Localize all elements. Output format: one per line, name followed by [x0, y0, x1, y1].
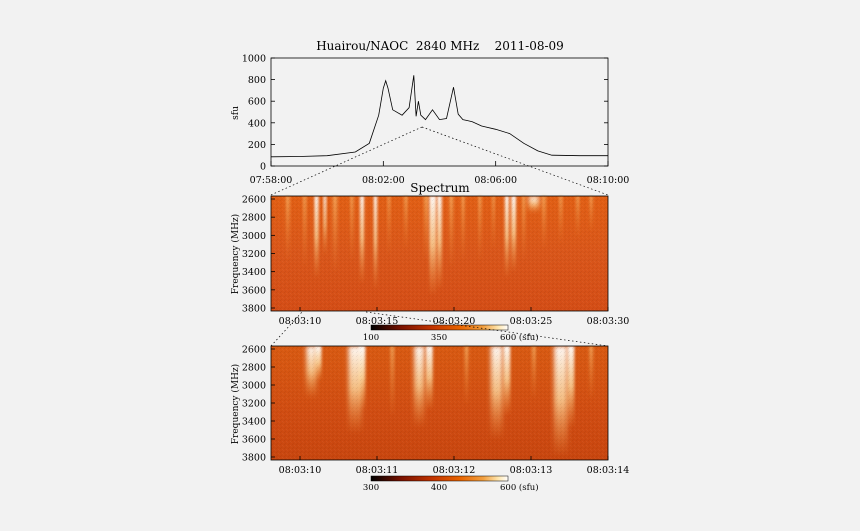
colorbar-1-label-min: 100 [363, 333, 379, 343]
panel2-y-tick-label: 3200 [242, 249, 266, 260]
panel3-y-tick-label: 3800 [242, 453, 266, 464]
panel1-y-tick-label: 1000 [242, 54, 266, 65]
colorbar-1: 100 350 600 (sfu) [363, 324, 539, 343]
panel3-y-tick-label: 3400 [242, 417, 266, 428]
colorbar-2-label-mid: 400 [431, 483, 447, 493]
panel2-x-tick-label: 08:03:15 [356, 316, 399, 327]
panel1-x-tick-label: 07:58:00 [250, 175, 293, 186]
spectrum-2-image [271, 346, 608, 460]
panel3-x-tick-label: 08:03:13 [510, 465, 553, 476]
colorbar-2-gradient [370, 475, 509, 482]
panel2-frame [270, 195, 609, 312]
panel3-y-tick-label: 3600 [242, 435, 266, 446]
colorbar-1-label-max: 600 (sfu) [500, 332, 539, 343]
colorbar-1-gradient [370, 324, 509, 331]
panel3-y-tick-label: 2800 [242, 363, 266, 374]
panel2-ylabel: Frequency (MHz) [230, 214, 241, 294]
panel1-y-tick-label: 600 [248, 97, 266, 108]
colorbar-2-label-min: 300 [363, 483, 379, 493]
spectrum-1-image [271, 196, 608, 311]
panel1-y-tick-label: 800 [248, 75, 266, 86]
panel-time-profile: Huairou/NAOC 2840 MHz 2011-08-09 sfu 0 20… [231, 39, 629, 186]
zoom-lines-1 [270, 126, 609, 196]
panel3-ylabel: Frequency (MHz) [230, 364, 241, 444]
panel2-y-tick-label: 3000 [242, 231, 266, 242]
panel1-y-ticks: 0 200 400 600 800 1000 [242, 54, 608, 173]
panel3-x-tick-label: 08:03:11 [356, 465, 399, 476]
panel-spectrum-zoom: Frequency (MHz) 2600 2800 3000 3200 3400 3600… [230, 345, 629, 494]
panel2-x-ticks: 08:03:10 08:03:15 08:03:20 08:03:25 08:03:30 [279, 307, 630, 327]
panel2-y-tick-label: 3600 [242, 285, 266, 296]
panel2-y-tick-label: 3400 [242, 267, 266, 278]
panel1-y-tick-label: 400 [248, 118, 266, 129]
panel2-y-tick-label: 2600 [242, 195, 266, 206]
panel3-y-tick-label: 3000 [242, 381, 266, 392]
panel3-y-tick-label: 3200 [242, 399, 266, 410]
panel3-x-tick-label: 08:03:10 [279, 465, 322, 476]
panel3-x-tick-label: 08:03:14 [587, 465, 630, 476]
panel3-frame [270, 345, 609, 461]
colorbar-2: 300 400 600 (sfu) [363, 475, 539, 493]
colorbar-2-label-max: 600 (sfu) [500, 482, 539, 493]
panel2-title: Spectrum [410, 181, 470, 195]
panel1-y-tick-label: 0 [260, 162, 266, 173]
panel2-x-tick-label: 08:03:25 [510, 316, 553, 327]
colorbar-1-label-mid: 350 [431, 333, 447, 343]
panel-spectrum-overview: Spectrum Frequency (MHz) 2600 2800 3000 320… [230, 181, 629, 343]
panel2-x-tick-label: 08:03:10 [279, 316, 322, 327]
panel1-x-tick-label: 08:02:00 [362, 175, 405, 186]
panel2-y-tick-label: 2800 [242, 213, 266, 224]
panel3-x-tick-label: 08:03:12 [433, 465, 476, 476]
panel2-x-tick-label: 08:03:30 [587, 316, 630, 327]
panel3-y-ticks: 2600 2800 3000 3200 3400 3600 3800 [242, 345, 275, 464]
panel1-title: Huairou/NAOC 2840 MHz 2011-08-09 [316, 39, 564, 53]
panel2-y-tick-label: 3800 [242, 304, 266, 315]
flux-line-2840mhz [270, 75, 608, 158]
panel2-y-ticks: 2600 2800 3000 3200 3400 3600 3800 [242, 195, 275, 315]
panel3-y-tick-label: 2600 [242, 345, 266, 356]
panel1-x-tick-label: 08:10:00 [587, 175, 630, 186]
panel1-x-tick-label: 08:06:00 [474, 175, 517, 186]
panel1-ylabel: sfu [231, 106, 241, 120]
panel2-x-tick-label: 08:03:20 [433, 316, 476, 327]
panel1-y-tick-label: 200 [248, 140, 266, 151]
zoom-lines-2 [270, 311, 609, 347]
panel1-frame [270, 57, 609, 167]
